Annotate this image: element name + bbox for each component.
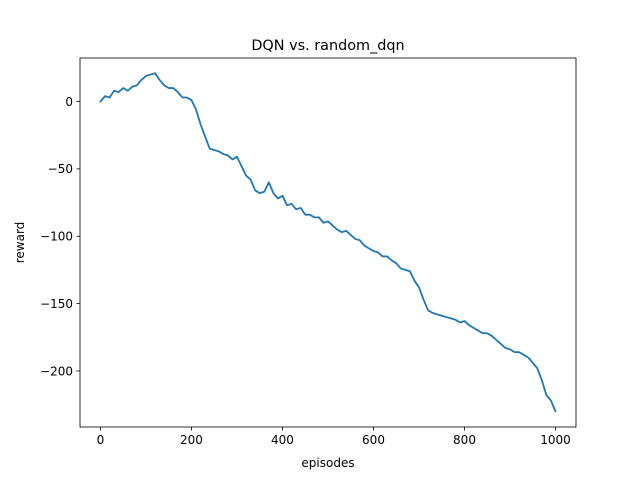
y-tick-label: −100	[40, 230, 73, 244]
y-axis-label: reward	[13, 222, 27, 264]
x-tick-label: 600	[362, 433, 385, 447]
plot-frame	[79, 57, 577, 428]
x-tick-label: 400	[271, 433, 294, 447]
x-axis: 0 200 400 600 800 1000	[97, 427, 571, 447]
y-axis: 0 −50 −100 −150 −200	[40, 95, 80, 378]
x-tick-label: 200	[180, 433, 203, 447]
series-line-0	[99, 72, 557, 413]
y-tick-label: 0	[65, 95, 73, 109]
y-tick-label: −50	[48, 162, 73, 176]
series-layer	[99, 72, 557, 413]
x-tick-label: 0	[97, 433, 105, 447]
y-tick-label: −150	[40, 297, 73, 311]
chart-title: DQN vs. random_dqn	[251, 38, 404, 54]
x-axis-label: episodes	[301, 456, 354, 470]
x-tick-label: 800	[453, 433, 476, 447]
y-tick-label: −200	[40, 364, 73, 378]
x-tick-label: 1000	[540, 433, 571, 447]
